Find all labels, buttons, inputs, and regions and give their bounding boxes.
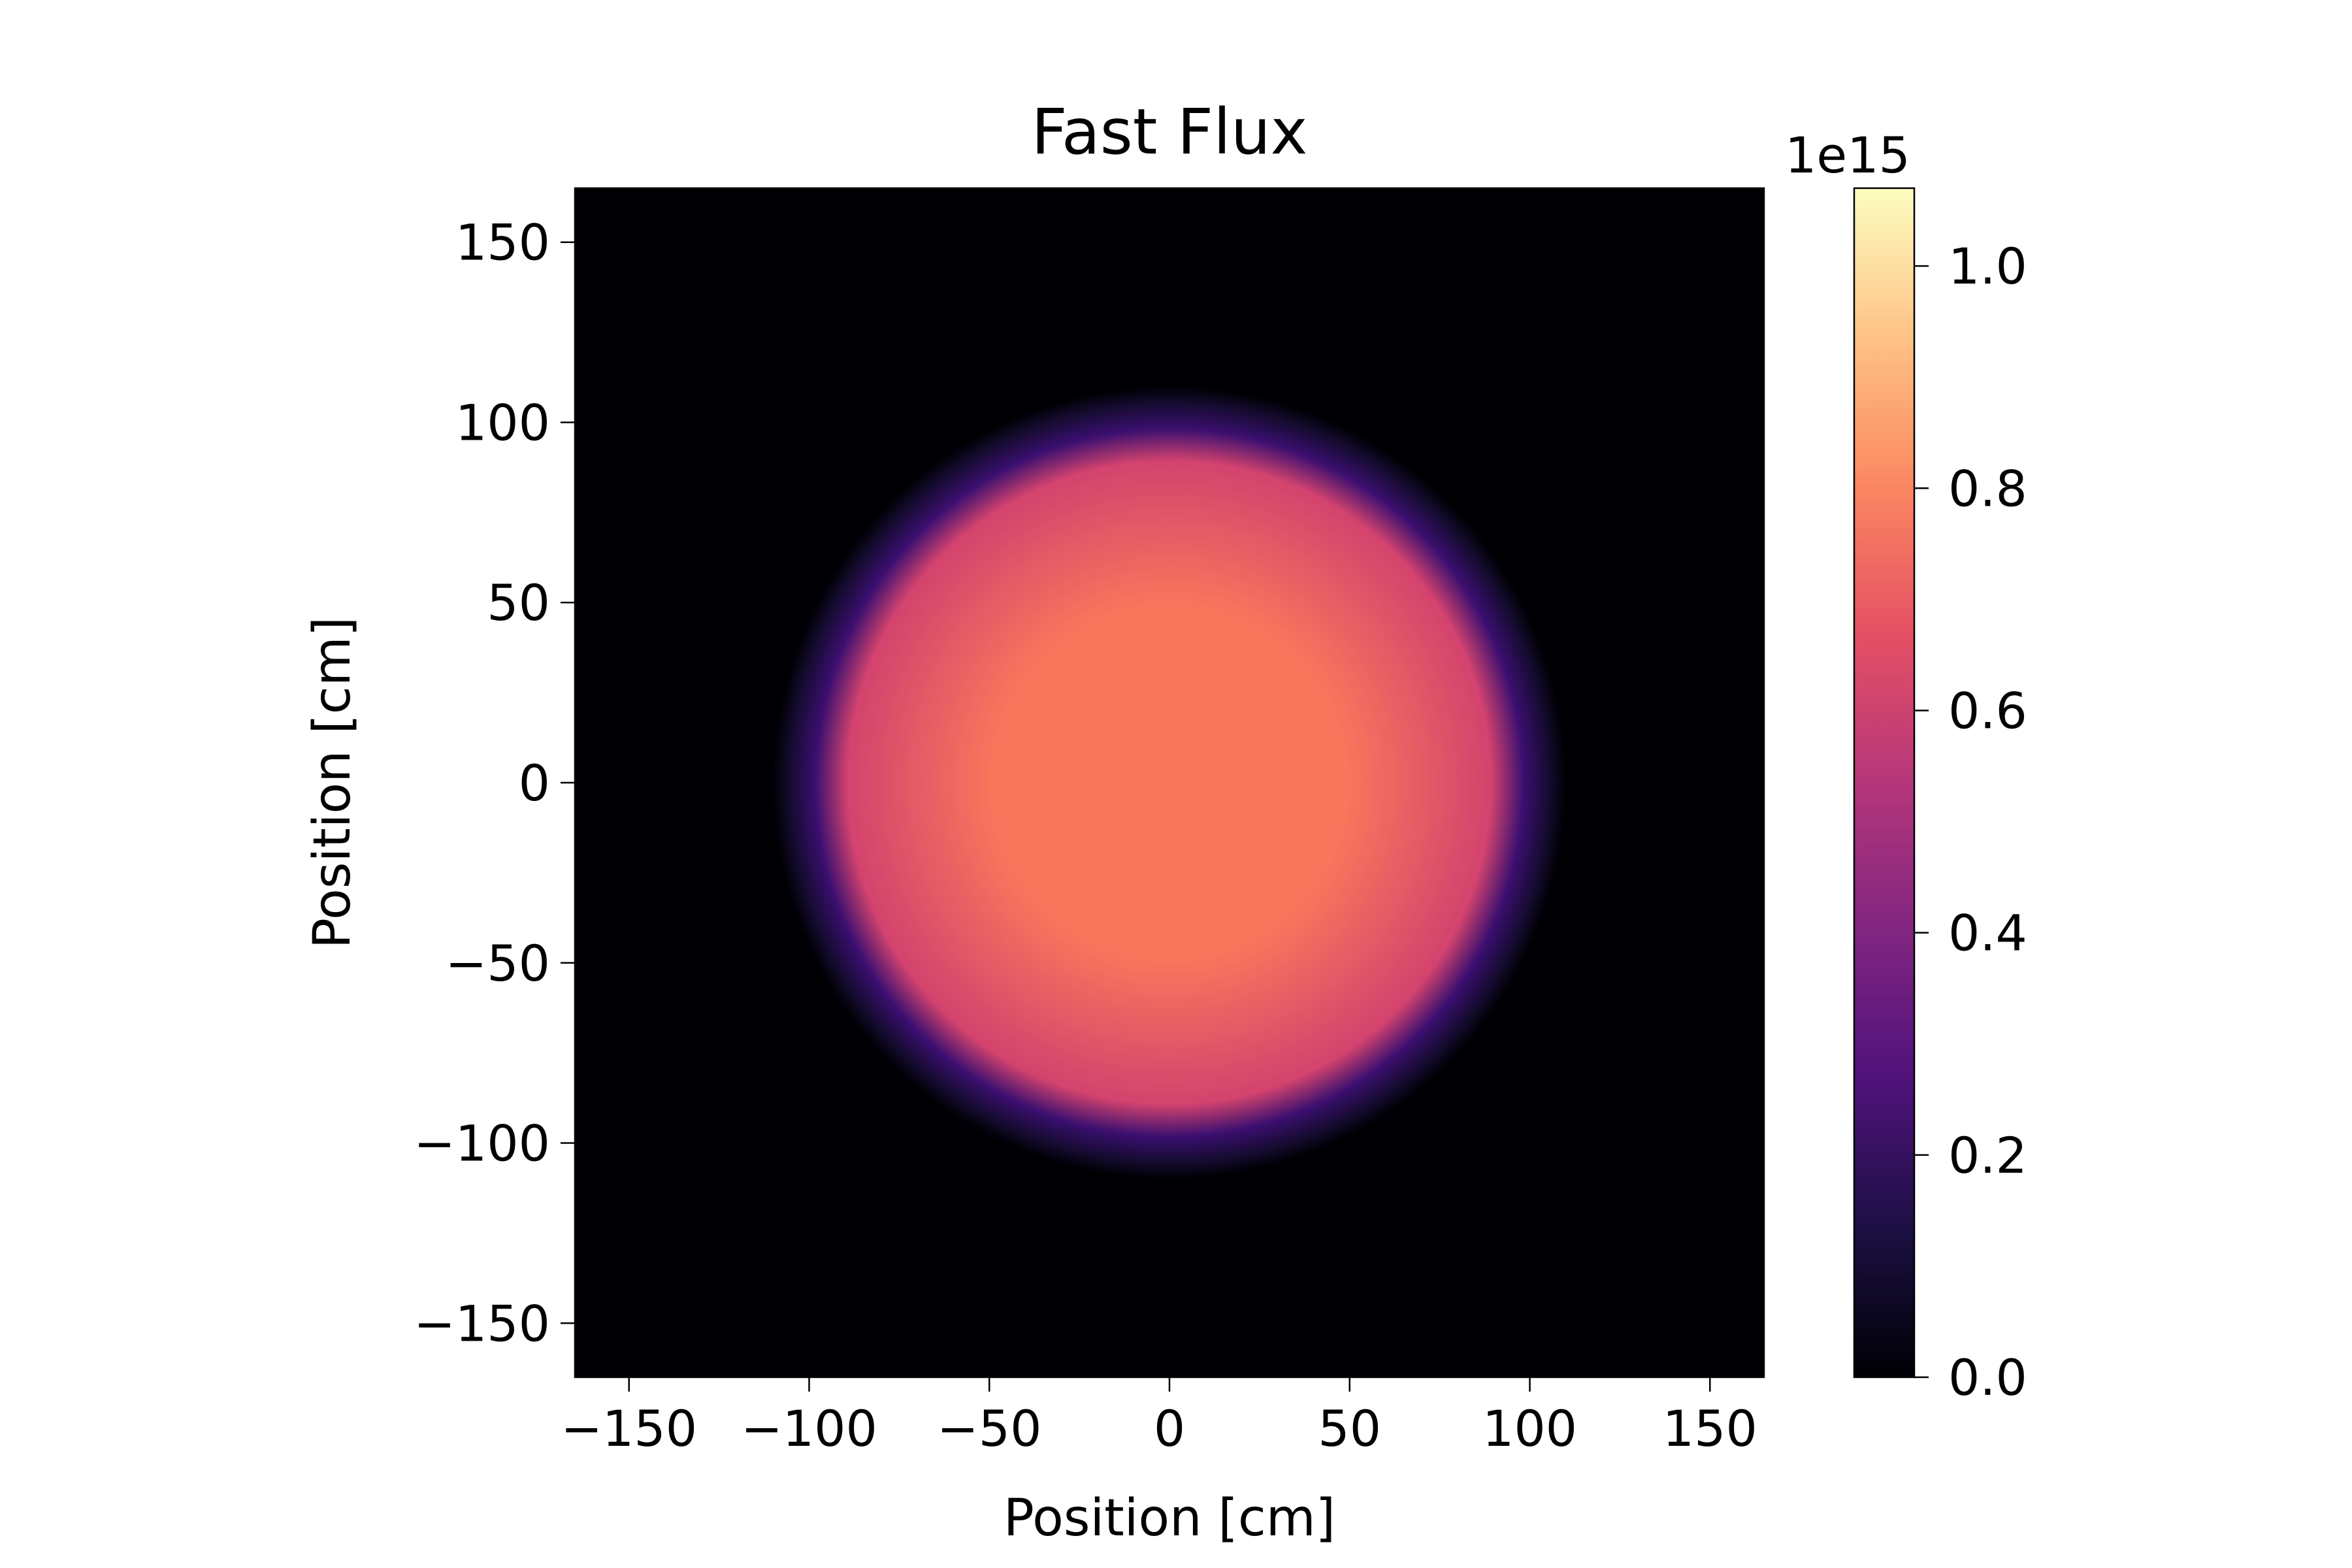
colorbar-tick-label: 1.0 [1948,237,2027,295]
y-tick-label: 50 [487,574,550,632]
x-axis-label: Position [cm] [1004,1489,1335,1548]
colorbar-tick-label: 0.4 [1948,904,2027,962]
flux-field [575,188,1764,1377]
colorbar-tick-label: 0.8 [1948,459,2027,517]
colorbar-offset-label: 1e15 [1785,126,1910,184]
y-tick-label: 0 [519,754,550,812]
y-tick-label: −100 [414,1115,550,1173]
y-tick-label: −50 [446,934,550,992]
x-tick-label: −100 [741,1399,877,1458]
y-tick-label: 150 [455,214,550,272]
colorbar-frame [1853,187,1916,1379]
colorbar-bar [1854,188,1914,1377]
x-tick-label: −150 [561,1399,697,1458]
y-tick-label: 100 [455,393,550,451]
y-tick-label: −150 [414,1294,550,1352]
y-axis: −150 −100 −50 0 50 100 150 [414,214,575,1352]
heatmap-area [574,187,1765,1379]
y-axis-label: Position [cm] [303,617,362,949]
colorbar-tick-label: 0.0 [1948,1348,2027,1407]
colorbar: 0.0 0.2 0.4 0.6 0.8 1.0 1e15 [1785,126,2027,1407]
x-tick-label: 0 [1154,1399,1185,1458]
chart-title: Fast Flux [1032,95,1308,169]
x-tick-label: 100 [1482,1399,1577,1458]
x-tick-label: −50 [937,1399,1041,1458]
colorbar-ticks: 0.0 0.2 0.4 0.6 0.8 1.0 [1914,237,2027,1407]
x-axis: −150 −100 −50 0 50 100 150 [561,1377,1757,1458]
colorbar-tick-label: 0.2 [1948,1126,2027,1184]
x-tick-label: 50 [1318,1399,1381,1458]
colorbar-tick-label: 0.6 [1948,681,2027,740]
x-tick-label: 150 [1663,1399,1757,1458]
